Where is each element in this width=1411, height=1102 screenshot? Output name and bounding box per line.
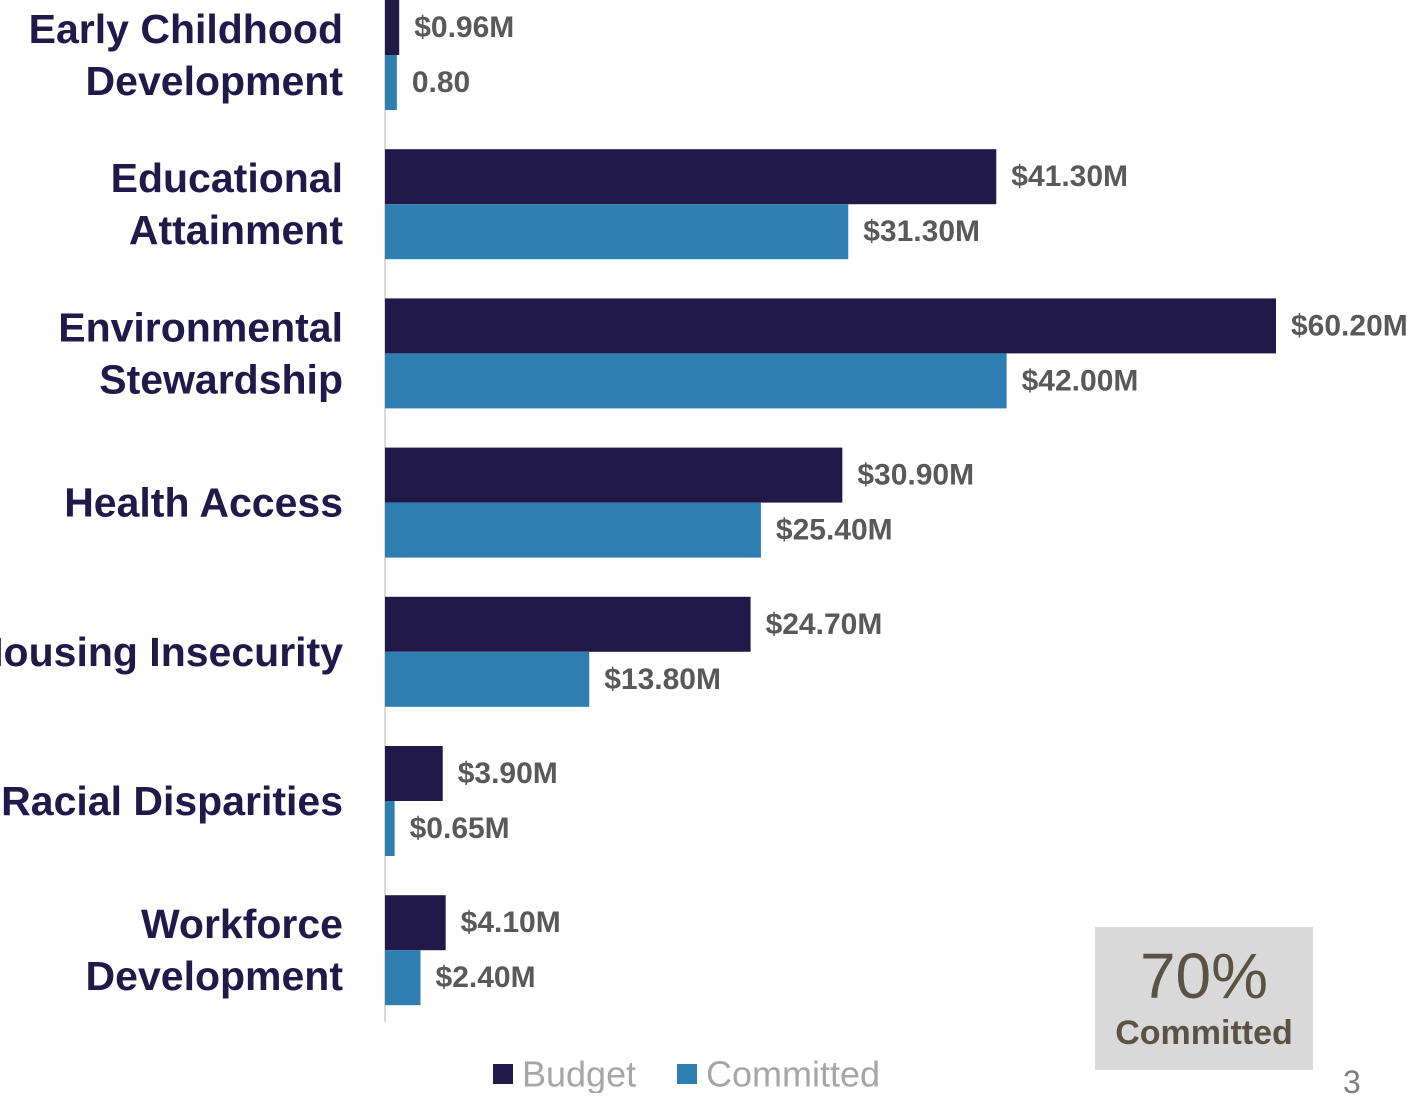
bar-committed-educational-attainment <box>385 204 849 260</box>
data-label-committed-housing-insecurity: $13.80M <box>604 663 721 696</box>
data-label-committed-environmental-stewardship: $42.00M <box>1022 364 1139 397</box>
category-label-line: Environmental <box>58 304 343 350</box>
committed-percentage-value: 70% <box>1139 940 1269 1012</box>
category-label-racial-disparities: Racial Disparities <box>1 778 343 824</box>
category-label-line: Development <box>86 953 344 999</box>
data-label-committed-racial-disparities: $0.65M <box>410 812 510 845</box>
legend-label-budget: Budget <box>522 1054 636 1094</box>
data-label-committed-educational-attainment: $31.30M <box>863 215 980 248</box>
data-label-budget-racial-disparities: $3.90M <box>458 757 558 790</box>
bar-budget-housing-insecurity <box>385 596 751 652</box>
category-label-housing-insecurity: Housing Insecurity <box>0 629 343 675</box>
data-label-budget-early-childhood-development: $0.96M <box>414 11 514 44</box>
category-label-early-childhood-development: Early Childhood Development <box>29 6 344 104</box>
bar-committed-early-childhood-development <box>385 55 397 110</box>
category-label-line: Workforce <box>141 901 343 947</box>
bar-budget-early-childhood-development <box>385 0 400 55</box>
data-label-budget-environmental-stewardship: $60.20M <box>1291 309 1408 342</box>
legend-label-committed: Committed <box>706 1054 880 1094</box>
category-label-line: Racial Disparities <box>1 778 343 824</box>
bar-budget-environmental-stewardship <box>385 298 1276 354</box>
bar-budget-racial-disparities <box>385 746 443 801</box>
committed-percentage-box: 70% Committed <box>1095 927 1313 1070</box>
category-label-line: Early Childhood <box>29 6 343 52</box>
category-label-environmental-stewardship: Environmental Stewardship <box>58 304 343 402</box>
category-label-line: Stewardship <box>99 356 343 402</box>
bar-committed-racial-disparities <box>385 801 395 856</box>
category-label-line: Housing Insecurity <box>0 629 343 675</box>
legend-swatch-budget <box>493 1064 513 1084</box>
category-label-educational-attainment: Educational Attainment <box>111 155 344 253</box>
category-label-workforce-development: Workforce Development <box>86 901 344 999</box>
category-label-health-access: Health Access <box>64 480 343 526</box>
bar-budget-workforce-development <box>385 895 446 951</box>
bar-budget-educational-attainment <box>385 149 997 205</box>
category-label-line: Educational <box>111 155 343 201</box>
bar-committed-housing-insecurity <box>385 651 590 707</box>
page-number: 3 <box>1343 1064 1361 1100</box>
bar-committed-health-access <box>385 502 761 558</box>
committed-percentage-label: Committed <box>1115 1014 1293 1052</box>
bar-committed-environmental-stewardship <box>385 353 1007 409</box>
category-label-line: Development <box>86 58 344 104</box>
category-label-line: Health Access <box>64 480 343 526</box>
category-label-line: Attainment <box>129 207 343 253</box>
data-label-budget-workforce-development: $4.10M <box>461 906 561 939</box>
legend-swatch-committed <box>677 1064 697 1084</box>
data-label-committed-health-access: $25.40M <box>776 514 893 547</box>
data-label-budget-health-access: $30.90M <box>857 459 974 492</box>
data-label-budget-educational-attainment: $41.30M <box>1011 160 1128 193</box>
data-label-budget-housing-insecurity: $24.70M <box>766 608 883 641</box>
bar-budget-health-access <box>385 447 843 503</box>
bar-committed-workforce-development <box>385 950 421 1006</box>
data-label-committed-workforce-development: $2.40M <box>436 961 536 994</box>
data-label-committed-early-childhood-development: 0.80 <box>412 66 470 99</box>
